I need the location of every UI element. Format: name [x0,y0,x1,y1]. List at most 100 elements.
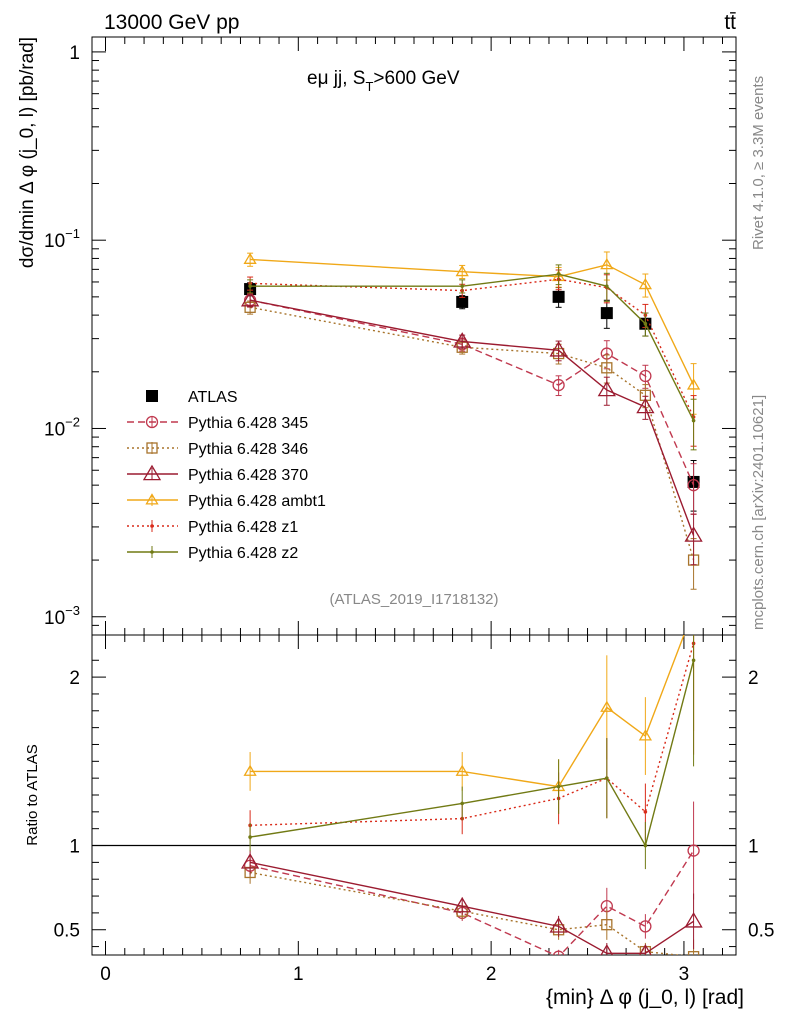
marker-dot [460,801,465,806]
y-tick-base: 1 [69,43,80,64]
legend-entry: ATLAS [146,389,238,406]
series-line [249,299,695,486]
legend-label: Pythia 6.428 z1 [188,519,298,536]
marker-dot [643,321,648,326]
marker-open-square [601,919,613,931]
ratio-line [249,861,694,955]
marker-open-circle [639,920,652,933]
marker-open-triangle [638,277,653,290]
ratio-line [249,660,695,848]
marker-open-triangle [240,853,260,869]
marker-open-triangle [549,341,568,357]
ratio-line [249,871,685,955]
ratio-y-tick-label: 0.5 [54,921,80,942]
marker-open-triangle [453,332,472,348]
series-line [250,278,695,418]
series-pythia-6428-ambt1 [243,251,701,415]
y-tick-label: 10−3 [44,603,80,629]
marker-open-triangle [243,252,257,264]
marker-dot [248,835,252,839]
marker-dot [605,284,609,288]
y-tick-label: 1 [69,43,80,64]
process-label: tt̄ [724,11,736,34]
marker-dot [460,284,465,288]
marker-open-circle [639,369,652,383]
marker-open-triangle [240,290,260,307]
marker-open-triangle [638,729,653,741]
ratio-axes: 0 1 2 3 0.5 0.5 1 1 2 2 [54,635,774,985]
legend-label: Pythia 6.428 ambt1 [188,493,326,510]
ratio-y-tick-label: 1 [69,837,80,858]
rivet-label: Rivet 4.1.0, ≥ 3.3M events [750,76,767,250]
marker-dot [556,272,561,276]
marker-open-triangle [145,493,159,505]
x-tick-label: 3 [679,964,690,985]
ratio-y-tick-label-right: 2 [748,668,759,689]
marker-open-triangle [453,896,472,913]
series-line [249,306,695,561]
marker-open-square [601,362,613,374]
ratio-y-tick-label-right: 1 [748,837,759,858]
marker-open-triangle [600,944,614,955]
legend-entry: Pythia 6.428 ambt1 [127,493,326,510]
marker-open-circle [552,950,565,955]
legend: ATLAS Pythia 6.428 345 Pythia 6.428 346 Pyt… [127,389,326,562]
ratio-series-pythia-6428-370 [240,850,703,955]
ratio-line [249,850,695,955]
series-line [249,299,695,536]
y-tick-exponent: −3 [65,603,80,618]
marker-open-square [146,442,158,454]
ratio-y-axis-label: Ratio to ATLAS [24,744,41,845]
marker-open-circle [687,844,700,857]
ratio-series-pythia-6428-z2 [248,635,696,870]
marker-dot [150,550,154,554]
marker-open-circle [687,479,700,492]
y-tick-exponent: −1 [65,226,80,241]
series-pythia-6428-z2 [247,264,697,451]
marker-open-triangle [549,917,568,933]
legend-label: ATLAS [188,389,238,406]
marker-open-triangle [638,944,652,955]
legend-label: Pythia 6.428 346 [188,441,308,458]
marker-open-triangle [684,526,703,542]
main-series [240,251,703,590]
x-axis-label: {min} Δ φ (j_0, l) [rad] [546,986,744,1009]
main-axes: 110−110−210−3 [44,37,736,636]
marker-dot [605,776,609,780]
marker-open-triangle [684,912,703,928]
marker-open-triangle [142,464,162,481]
y-tick-label: 10−2 [44,414,80,440]
legend-entry: Pythia 6.428 z1 [127,519,298,536]
ratio-series-pythia-6428-ambt1 [243,635,695,814]
series-pythia-6428-346 [244,300,700,590]
ratio-series [240,635,703,955]
marker-open-triangle [600,258,614,270]
marker-dot [643,810,648,814]
y-tick-base: 10 [44,231,65,252]
series-atlas [244,282,700,512]
marker-dot [248,284,252,288]
marker-open-circle [552,378,565,392]
legend-label: Pythia 6.428 z2 [188,545,298,562]
y-tick-base: 10 [44,419,65,440]
y-tick-label: 10−1 [44,226,80,252]
legend-entry: Pythia 6.428 370 [127,464,308,484]
marker-open-triangle [243,764,257,776]
y-axis-label: dσ/dmin Δ φ (j_0, l) [pb/rad] [17,37,38,268]
plot-title-main: eμ jj, S [307,68,365,89]
marker-open-circle [145,415,159,429]
x-tick-label: 1 [293,964,304,985]
series-pythia-6428-370 [240,290,703,566]
ratio-series-pythia-6428-346 [244,861,700,955]
marker-dot [691,418,696,423]
marker-open-triangle [455,764,469,776]
marker-open-triangle [455,264,469,277]
series-pythia-6428-345 [243,293,700,515]
marker-square [146,390,158,402]
ratio-line [250,635,685,788]
ratio-series-pythia-6428-345 [243,801,700,955]
y-tick-exponent: −2 [65,414,80,429]
ratio-y-tick-label-right: 0.5 [748,921,774,942]
x-tick-label: 0 [100,964,111,985]
